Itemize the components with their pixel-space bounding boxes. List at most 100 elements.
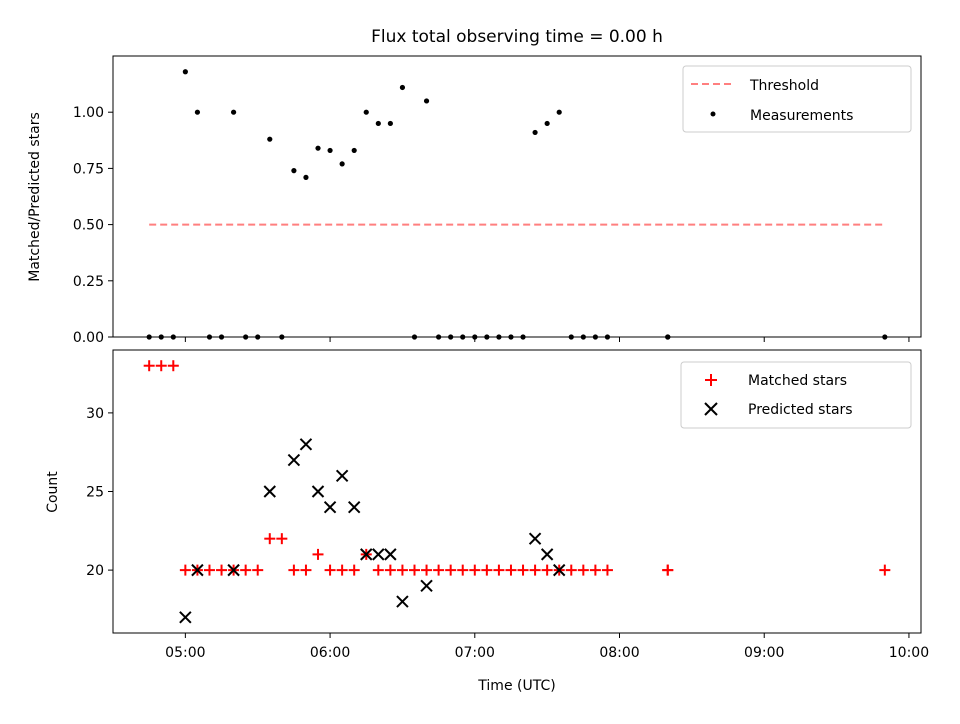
predicted-star-point: [263, 485, 276, 498]
bottom-y-tick-label: 25: [86, 485, 104, 501]
matched-star-point: [517, 564, 529, 576]
bottom-x-tick-label: 05:00: [165, 645, 205, 661]
matched-star-point: [276, 533, 288, 545]
matched-star-point: [589, 564, 601, 576]
matched-star-point: [421, 564, 433, 576]
predicted-star-point: [347, 501, 361, 514]
matched-star-point: [312, 548, 324, 560]
matched-star-point: [577, 564, 589, 576]
predicted-star-marker-b: [360, 548, 373, 561]
measurement-point: [556, 109, 562, 115]
matched-star-point: [469, 564, 481, 576]
predicted-star-marker-b: [299, 438, 313, 451]
matched-star-point: [252, 564, 264, 576]
predicted-star-point: [360, 548, 373, 561]
top-panel: 0.00 0.25 0.50 0.75 1.00 Matched/Predicted s…: [27, 55, 922, 346]
measurement-point: [194, 109, 201, 115]
predicted-stars-legend-label: Predicted stars: [748, 402, 853, 418]
matched-star-point: [336, 564, 348, 576]
predicted-star-marker-b: [191, 563, 204, 577]
matched-star-point: [348, 564, 360, 576]
chart-title: Flux total observing time = 0.00 h: [371, 27, 663, 47]
predicted-star-point: [384, 548, 397, 561]
top-y-tick-label: 0.00: [73, 330, 104, 346]
predicted-star-point: [420, 579, 433, 593]
measurement-point: [267, 136, 273, 142]
predicted-star-marker-b: [396, 595, 409, 608]
top-plot-frame: [112, 55, 922, 338]
matched-star-point: [155, 360, 167, 372]
top-y-tick-label: 1.00: [73, 105, 104, 121]
bottom-x-ticks: 05:00 06:00 07:00 08:00 09:00 10:00: [165, 633, 929, 661]
matched-star-point: [396, 564, 408, 576]
predicted-star-point: [227, 563, 240, 577]
matched-star-point: [384, 564, 396, 576]
bottom-y-ticks: 20 25 30: [86, 406, 113, 579]
matched-star-point: [288, 564, 300, 576]
bottom-legend: Matched stars Predicted stars: [680, 361, 912, 429]
matched-star-point: [433, 564, 445, 576]
bottom-y-tick-label: 30: [86, 406, 104, 422]
predicted-star-point: [299, 438, 313, 451]
measurement-point: [315, 145, 321, 151]
predicted-star-marker-b: [287, 453, 301, 467]
matched-star-point: [203, 564, 215, 576]
bottom-legend-box: [680, 361, 912, 429]
predicted-star-point: [372, 548, 385, 561]
top-x-ticks: [184, 337, 910, 342]
predicted-star-point: [335, 469, 349, 482]
top-y-ticks: 0.00 0.25 0.50 0.75 1.00: [73, 105, 113, 346]
matched-star-point: [493, 564, 505, 576]
bottom-x-tick-label: 07:00: [455, 645, 495, 661]
measurement-point: [532, 129, 538, 136]
predicted-star-point: [287, 453, 301, 467]
bottom-x-tick-label: 08:00: [599, 645, 639, 661]
top-y-tick-label: 0.75: [73, 161, 104, 177]
top-y-tick-label: 0.25: [73, 274, 104, 290]
measurement-point: [339, 161, 345, 167]
bottom-x-tick-label: 10:00: [889, 645, 929, 661]
predicted-star-marker-b: [227, 563, 240, 577]
predicted-star-marker-b: [347, 501, 361, 514]
measurement-point: [303, 174, 309, 180]
matched-stars-legend-label: Matched stars: [748, 373, 847, 389]
predicted-stars-legend-swatch: [704, 402, 718, 416]
predicted-star-point: [179, 611, 192, 624]
top-y-axis-label: Matched/Predicted stars: [27, 112, 43, 282]
measurement-point: [544, 120, 550, 127]
matched-star-point: [601, 564, 613, 576]
predicted-star-point: [191, 563, 204, 577]
predicted-star-point: [311, 485, 325, 498]
matched-star-point: [541, 564, 553, 576]
predicted-star-point: [553, 563, 566, 577]
top-y-tick-label: 0.50: [73, 218, 104, 234]
matched-star-point: [529, 564, 541, 576]
measurements-legend-label: Measurements: [750, 108, 853, 124]
matched-star-point: [879, 564, 891, 576]
predicted-star-marker-b: [372, 548, 385, 561]
x-axis-label: Time (UTC): [477, 678, 555, 694]
predicted-star-marker-b: [420, 579, 433, 593]
matched-stars-legend-swatch: [705, 374, 717, 386]
predicted-star-marker-b: [384, 548, 397, 561]
top-legend: Threshold Measurements: [682, 65, 912, 133]
predicted-star-marker-b: [179, 611, 192, 624]
measurements-legend-swatch: [710, 111, 716, 117]
matched-star-point: [372, 564, 384, 576]
matched-star-point: [167, 360, 179, 372]
bottom-y-axis-label: Count: [45, 471, 61, 513]
measurement-point: [399, 84, 406, 91]
predicted-star-marker-b: [311, 485, 325, 498]
matched-star-point: [445, 564, 457, 576]
measurement-point: [182, 69, 188, 75]
measurement-point: [291, 168, 297, 174]
matched-star-point: [324, 564, 336, 576]
matched-star-point: [300, 564, 312, 576]
predicted-star-marker-b: [335, 469, 349, 482]
measurement-point: [423, 98, 430, 104]
bottom-panel: 20 25 30 05:00 06:00 07:00 08:00 09:00 10:00 Co…: [45, 349, 929, 694]
bottom-x-tick-label: 09:00: [744, 645, 784, 661]
matched-star-point: [240, 564, 252, 576]
predicted-star-point: [323, 501, 337, 514]
